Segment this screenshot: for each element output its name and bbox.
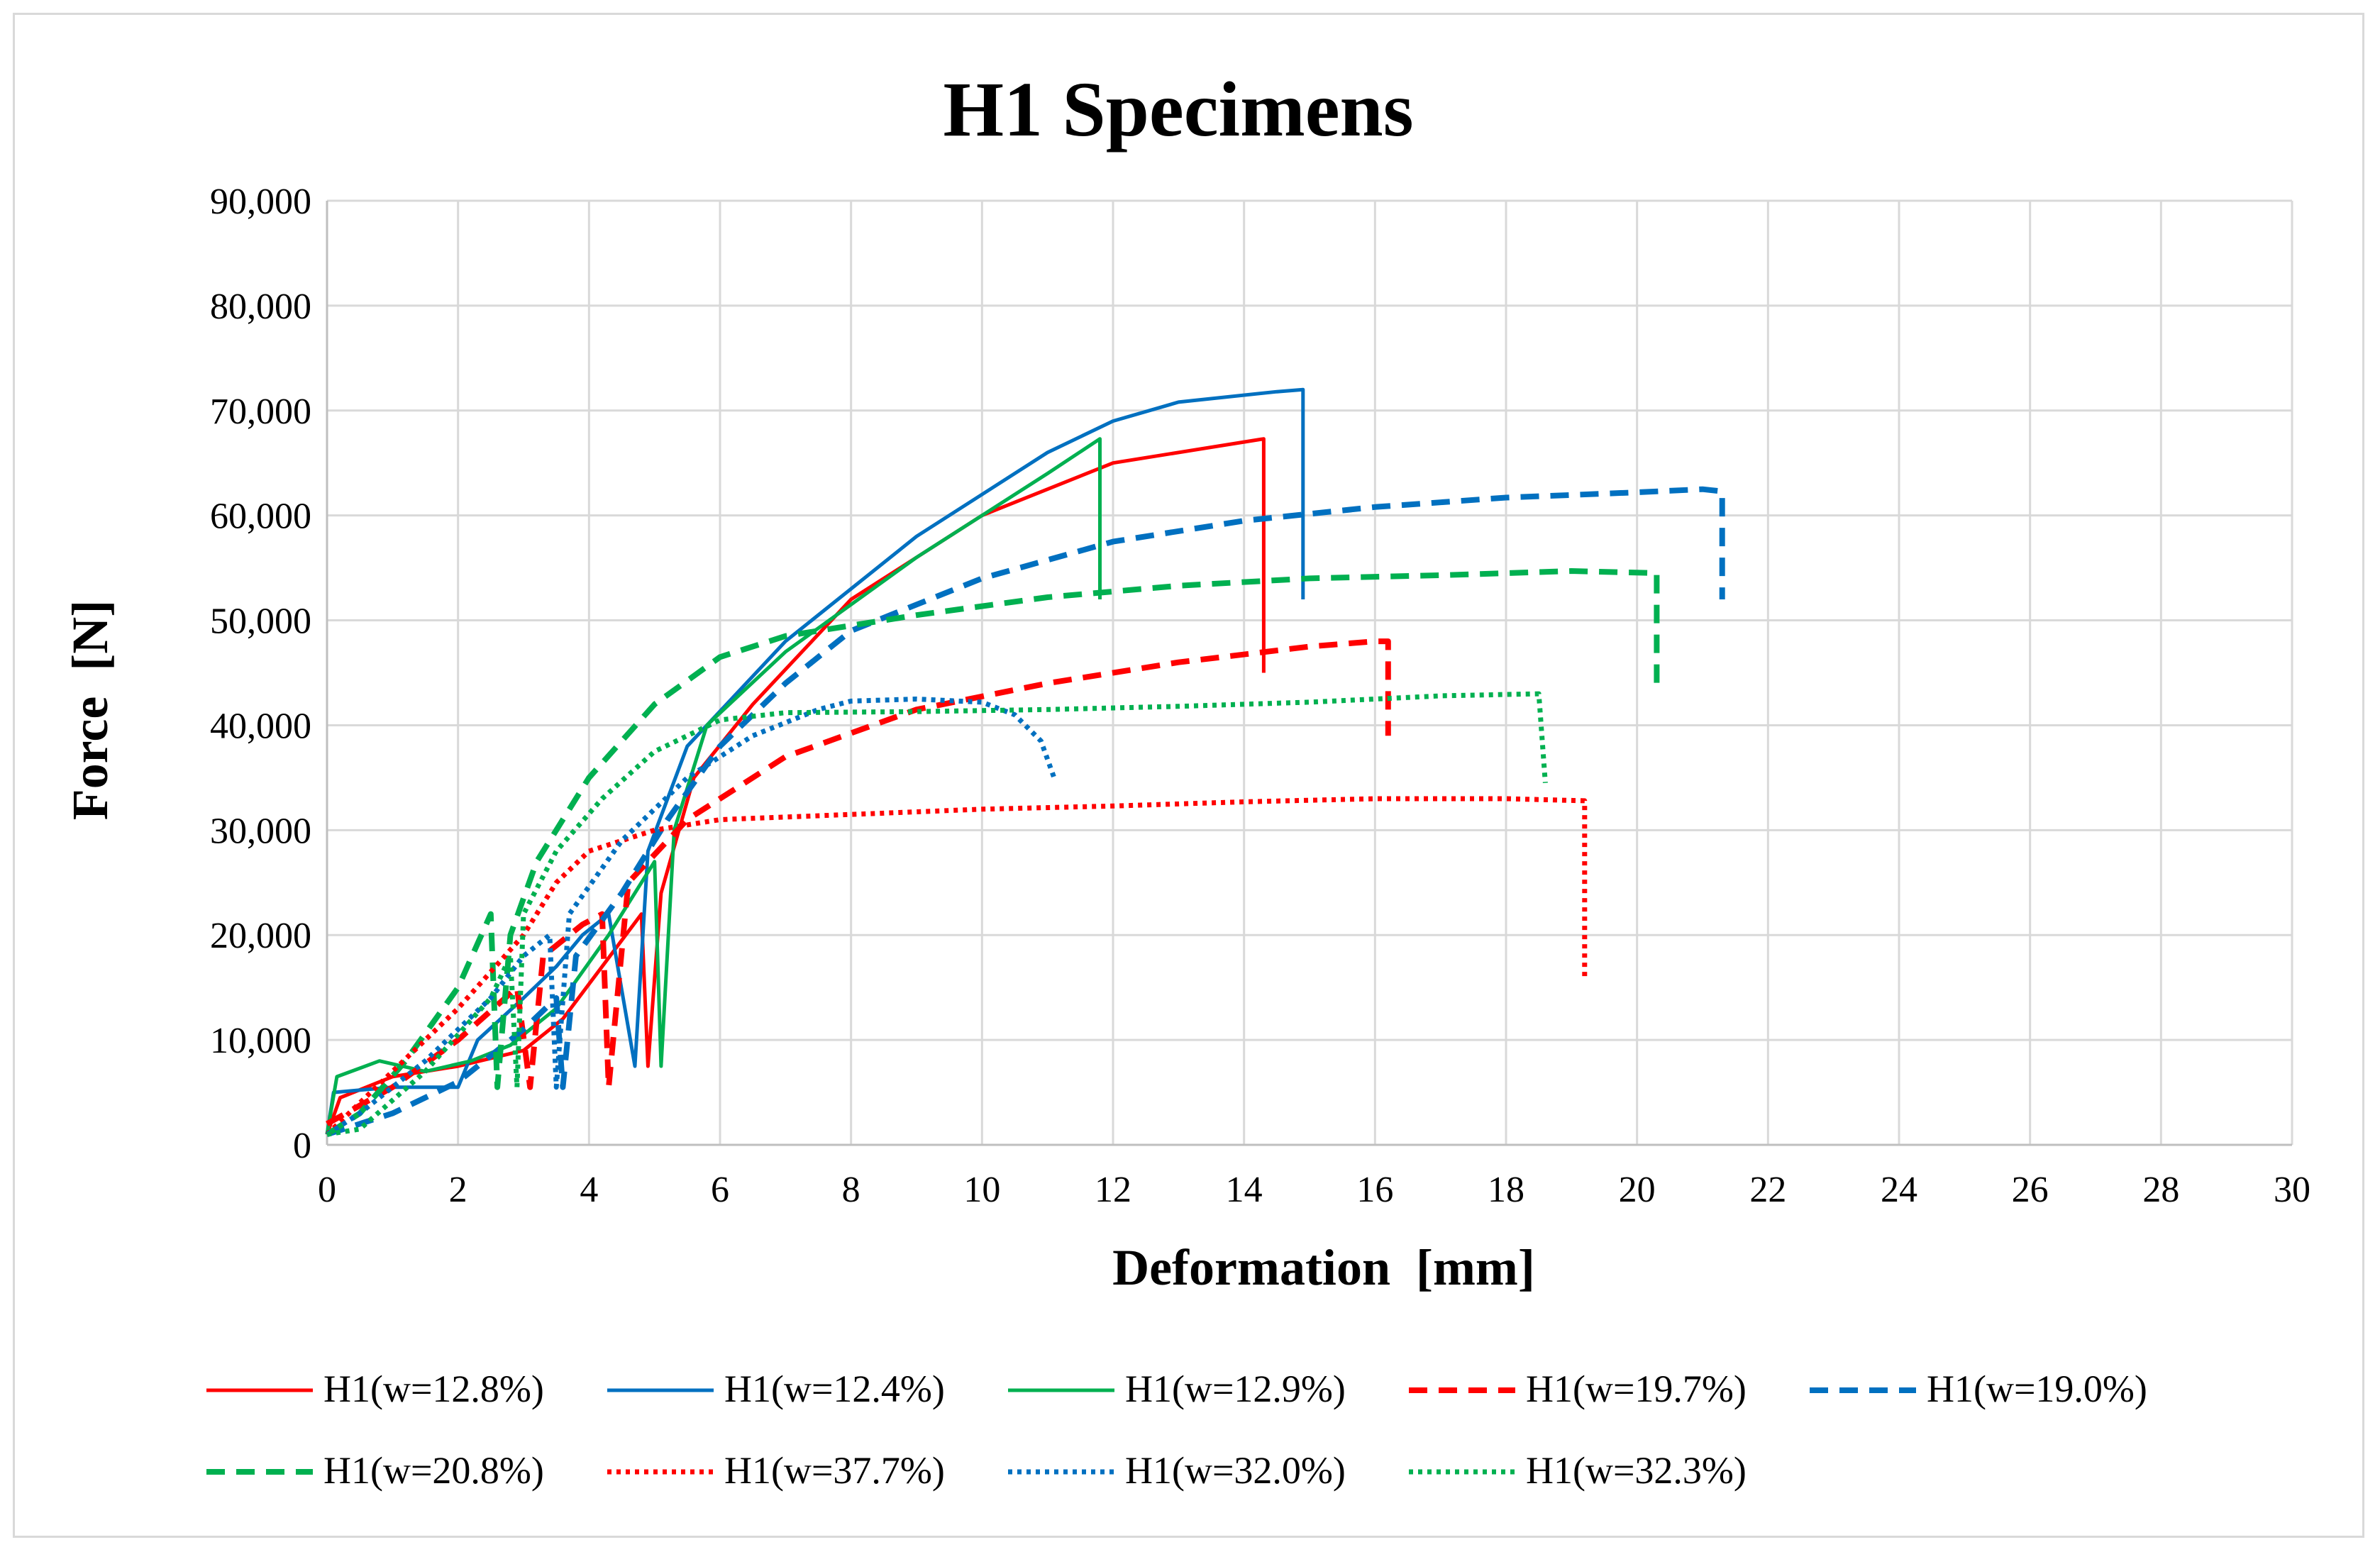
series-line-9 bbox=[326, 691, 1548, 1137]
legend-label: H1(w=32.0%) bbox=[1125, 1449, 1346, 1492]
x-tick-label: 22 bbox=[1749, 1170, 1786, 1210]
series-line-1 bbox=[325, 437, 1266, 1136]
x-tick-label: 26 bbox=[2012, 1170, 2049, 1210]
y-tick-label: 20,000 bbox=[210, 916, 311, 956]
x-tick-label: 18 bbox=[1488, 1170, 1524, 1210]
series-line-7 bbox=[325, 796, 1588, 1136]
legend: H1(w=12.8%) H1(w=12.4%) H1(w=12.9%) H1(w=19… bbox=[206, 1368, 2147, 1492]
x-tick-label: 24 bbox=[1881, 1170, 1917, 1210]
legend-label: H1(w=32.3%) bbox=[1526, 1449, 1747, 1492]
y-tick-label: 40,000 bbox=[210, 706, 311, 746]
x-tick-label: 12 bbox=[1095, 1170, 1131, 1210]
legend-label: H1(w=19.0%) bbox=[1927, 1368, 2147, 1410]
chart-frame: H1 Specimens 0 10,000 20,000 30,000 40,000 50… bbox=[13, 13, 2364, 1538]
series-line-5 bbox=[326, 486, 1725, 1138]
x-tick-label: 16 bbox=[1356, 1170, 1393, 1210]
legend-label: H1(w=19.7%) bbox=[1526, 1368, 1747, 1410]
series-line-4 bbox=[326, 638, 1391, 1126]
chart-title: H1 Specimens bbox=[943, 66, 1413, 153]
y-tick-label: 10,000 bbox=[210, 1021, 311, 1061]
x-tick-label: 6 bbox=[711, 1170, 729, 1210]
y-tick-label: 80,000 bbox=[210, 287, 311, 327]
y-axis-title: Force [N] bbox=[62, 600, 118, 821]
legend-label: H1(w=12.9%) bbox=[1125, 1368, 1346, 1410]
y-tick-label: 70,000 bbox=[210, 392, 311, 432]
legend-label: H1(w=20.8%) bbox=[323, 1449, 544, 1492]
series-line-6 bbox=[325, 568, 1660, 1137]
y-tick-label: 60,000 bbox=[210, 497, 311, 537]
x-tick-label: 14 bbox=[1226, 1170, 1263, 1210]
chart-svg: H1 Specimens 0 10,000 20,000 30,000 40,000 50… bbox=[62, 66, 2310, 1492]
x-tick-label: 4 bbox=[580, 1170, 598, 1210]
grid-layer bbox=[326, 199, 2293, 1146]
x-tick-label: 20 bbox=[1619, 1170, 1656, 1210]
legend-label: H1(w=37.7%) bbox=[724, 1449, 945, 1492]
x-tick-label: 10 bbox=[963, 1170, 1000, 1210]
legend-label: H1(w=12.8%) bbox=[323, 1368, 544, 1410]
x-tick-label: 0 bbox=[318, 1170, 336, 1210]
x-tick-label: 30 bbox=[2274, 1170, 2310, 1210]
series-layer bbox=[325, 387, 1725, 1138]
series-line-3 bbox=[325, 437, 1102, 1135]
x-tick-label: 8 bbox=[842, 1170, 860, 1210]
x-axis-title: Deformation [mm] bbox=[1112, 1239, 1535, 1296]
series-line-2 bbox=[325, 387, 1305, 1135]
legend-label: H1(w=12.4%) bbox=[724, 1368, 945, 1410]
series-line-8 bbox=[326, 697, 1057, 1137]
axis-layer: 0 10,000 20,000 30,000 40,000 50,000 60,000 70,… bbox=[210, 182, 2310, 1210]
x-tick-label: 2 bbox=[449, 1170, 467, 1210]
y-tick-label: 50,000 bbox=[210, 602, 311, 642]
y-tick-label: 30,000 bbox=[210, 811, 311, 851]
y-tick-label: 0 bbox=[293, 1126, 311, 1166]
y-tick-label: 90,000 bbox=[210, 182, 311, 222]
x-tick-label: 28 bbox=[2142, 1170, 2179, 1210]
